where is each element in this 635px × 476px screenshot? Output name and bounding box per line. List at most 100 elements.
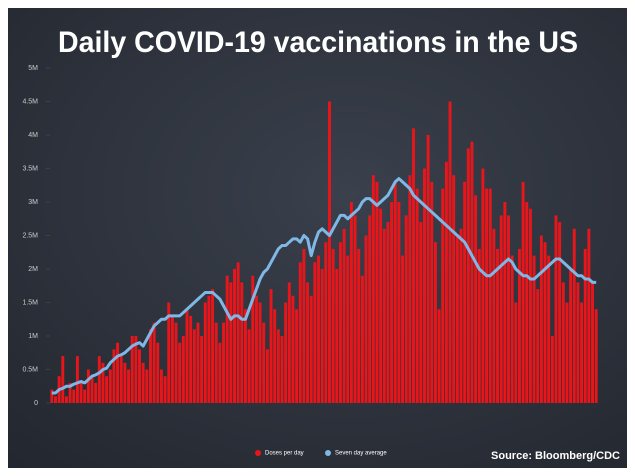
bar <box>335 269 339 403</box>
y-tick-label: 4.5M <box>22 98 38 105</box>
bar <box>547 255 551 403</box>
y-tick-label: 1.5M <box>22 299 38 306</box>
bar <box>185 309 189 403</box>
y-tick-label: 2.5M <box>22 232 38 239</box>
bar <box>470 141 474 403</box>
bar <box>108 369 112 403</box>
bar <box>455 235 459 403</box>
bar <box>371 175 375 403</box>
bar <box>127 369 131 403</box>
bar <box>149 329 152 403</box>
bar <box>101 362 105 403</box>
bar <box>477 248 481 403</box>
bar <box>97 356 101 403</box>
bar <box>170 315 174 403</box>
bar <box>64 396 68 403</box>
bar <box>375 181 379 403</box>
bar <box>594 309 598 403</box>
bar <box>203 302 207 403</box>
bar <box>346 255 350 403</box>
bar <box>200 336 204 403</box>
bar <box>152 322 156 403</box>
bar <box>386 222 390 403</box>
bar <box>591 282 594 403</box>
bar <box>543 242 547 403</box>
bar <box>353 215 357 403</box>
bar <box>459 228 463 403</box>
bar <box>189 315 193 403</box>
bar <box>481 168 485 403</box>
bar <box>112 349 116 403</box>
bar <box>576 282 580 403</box>
bar <box>218 342 222 403</box>
bar <box>317 255 320 403</box>
bar <box>368 215 372 403</box>
bar <box>565 302 569 403</box>
bar <box>86 369 90 403</box>
bar <box>528 208 532 403</box>
bar <box>397 202 401 403</box>
bar <box>236 262 240 403</box>
bar <box>229 282 233 403</box>
bar <box>225 275 229 403</box>
bar <box>510 255 514 403</box>
bar <box>379 208 383 403</box>
bar <box>364 235 368 403</box>
bar <box>437 309 441 403</box>
bar <box>61 356 65 403</box>
bar <box>426 135 430 403</box>
bar <box>116 342 120 403</box>
bar <box>357 248 361 403</box>
bar <box>448 101 452 403</box>
bar <box>159 369 163 403</box>
bar <box>514 302 518 403</box>
y-tick-label: 4M <box>28 132 38 139</box>
bar <box>313 262 317 403</box>
bar <box>444 161 448 403</box>
bar <box>430 181 434 403</box>
bar <box>441 188 445 403</box>
bar <box>273 309 277 403</box>
y-tick-label: 0.5M <box>22 366 38 373</box>
bar <box>539 235 543 403</box>
bar <box>265 349 269 403</box>
y-tick-label: 2M <box>28 266 38 273</box>
bar <box>262 322 266 403</box>
bar <box>474 195 478 403</box>
bar <box>83 389 87 403</box>
bar <box>342 228 346 403</box>
bar <box>503 202 507 403</box>
bar <box>580 302 584 403</box>
bar <box>145 369 149 403</box>
bar <box>192 329 196 403</box>
bar <box>54 396 57 403</box>
bar <box>90 376 94 403</box>
bar <box>423 168 426 403</box>
bar <box>240 282 244 403</box>
bar <box>284 302 288 403</box>
bar <box>298 262 302 403</box>
bar <box>331 248 335 403</box>
bar <box>269 289 273 403</box>
bar <box>583 248 587 403</box>
bar <box>214 322 218 403</box>
bar <box>138 349 141 403</box>
bar <box>75 356 79 403</box>
bar <box>222 322 225 403</box>
bar <box>499 215 503 403</box>
bar <box>119 356 123 403</box>
bar <box>247 329 251 403</box>
bar <box>393 181 397 403</box>
bar <box>390 202 394 403</box>
bar <box>452 175 456 403</box>
bar <box>243 309 247 403</box>
bar <box>276 329 280 403</box>
bar <box>178 342 182 403</box>
bar <box>360 275 364 403</box>
bar <box>532 255 536 403</box>
bar <box>105 376 109 403</box>
bar <box>401 255 405 403</box>
bar <box>287 282 291 403</box>
